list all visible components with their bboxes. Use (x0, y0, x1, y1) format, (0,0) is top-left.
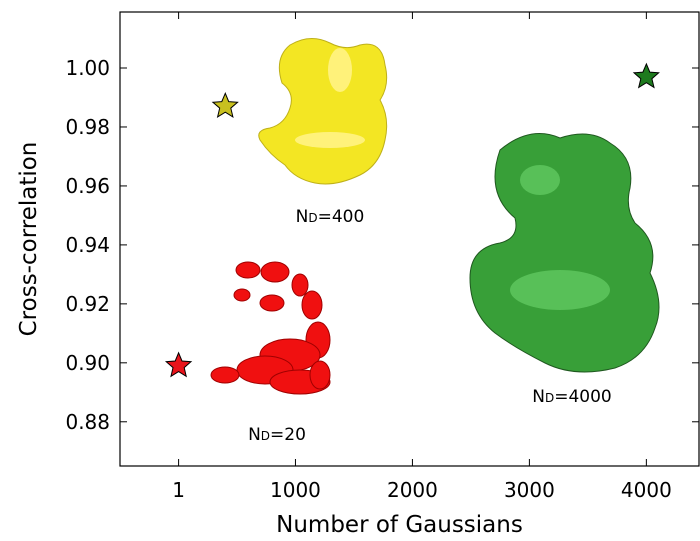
y-tick-label: 0.96 (65, 174, 110, 198)
annotation-rest: =400 (318, 207, 365, 227)
annotation-sub: D (545, 391, 554, 405)
star-marker (166, 353, 191, 377)
y-tick-label: 0.98 (65, 115, 110, 139)
y-tick-label: 1.00 (65, 56, 110, 80)
annotation: ND=20 (248, 425, 306, 445)
annotation: ND=4000 (532, 387, 611, 407)
x-tick-label: 4000 (621, 478, 672, 502)
density-map-red (211, 262, 330, 394)
x-axis-label: Number of Gaussians (276, 512, 523, 538)
chart: 1 1000 2000 3000 4000 0.88 0.90 0.92 0.94 0.96 0.9… (0, 0, 700, 541)
x-tick-label: 1 (172, 478, 185, 502)
annotation-rest: =20 (270, 425, 306, 445)
annotation-base: N (248, 425, 261, 445)
annotation-sub: D (308, 211, 317, 225)
y-tick-label: 0.90 (65, 351, 110, 375)
annotation-base: N (532, 387, 545, 407)
y-tick-label: 0.88 (65, 410, 110, 434)
annotation-rest: =4000 (554, 387, 612, 407)
annotation-sub: D (261, 429, 270, 443)
density-map-yellow (259, 38, 387, 184)
annotation: ND=400 (296, 207, 365, 227)
x-tick-label: 1000 (270, 478, 321, 502)
star-marker (634, 64, 659, 88)
y-tick-label: 0.92 (65, 292, 110, 316)
annotation-base: N (296, 207, 309, 227)
star-marker (213, 93, 238, 117)
density-map-green (470, 134, 659, 372)
y-axis-label: Cross-correlation (16, 142, 42, 337)
x-tick-label: 3000 (504, 478, 555, 502)
x-tick-label: 2000 (387, 478, 438, 502)
page: {"chart_data": {"type": "scatter", "mark… (0, 0, 700, 541)
y-tick-label: 0.94 (65, 233, 110, 257)
